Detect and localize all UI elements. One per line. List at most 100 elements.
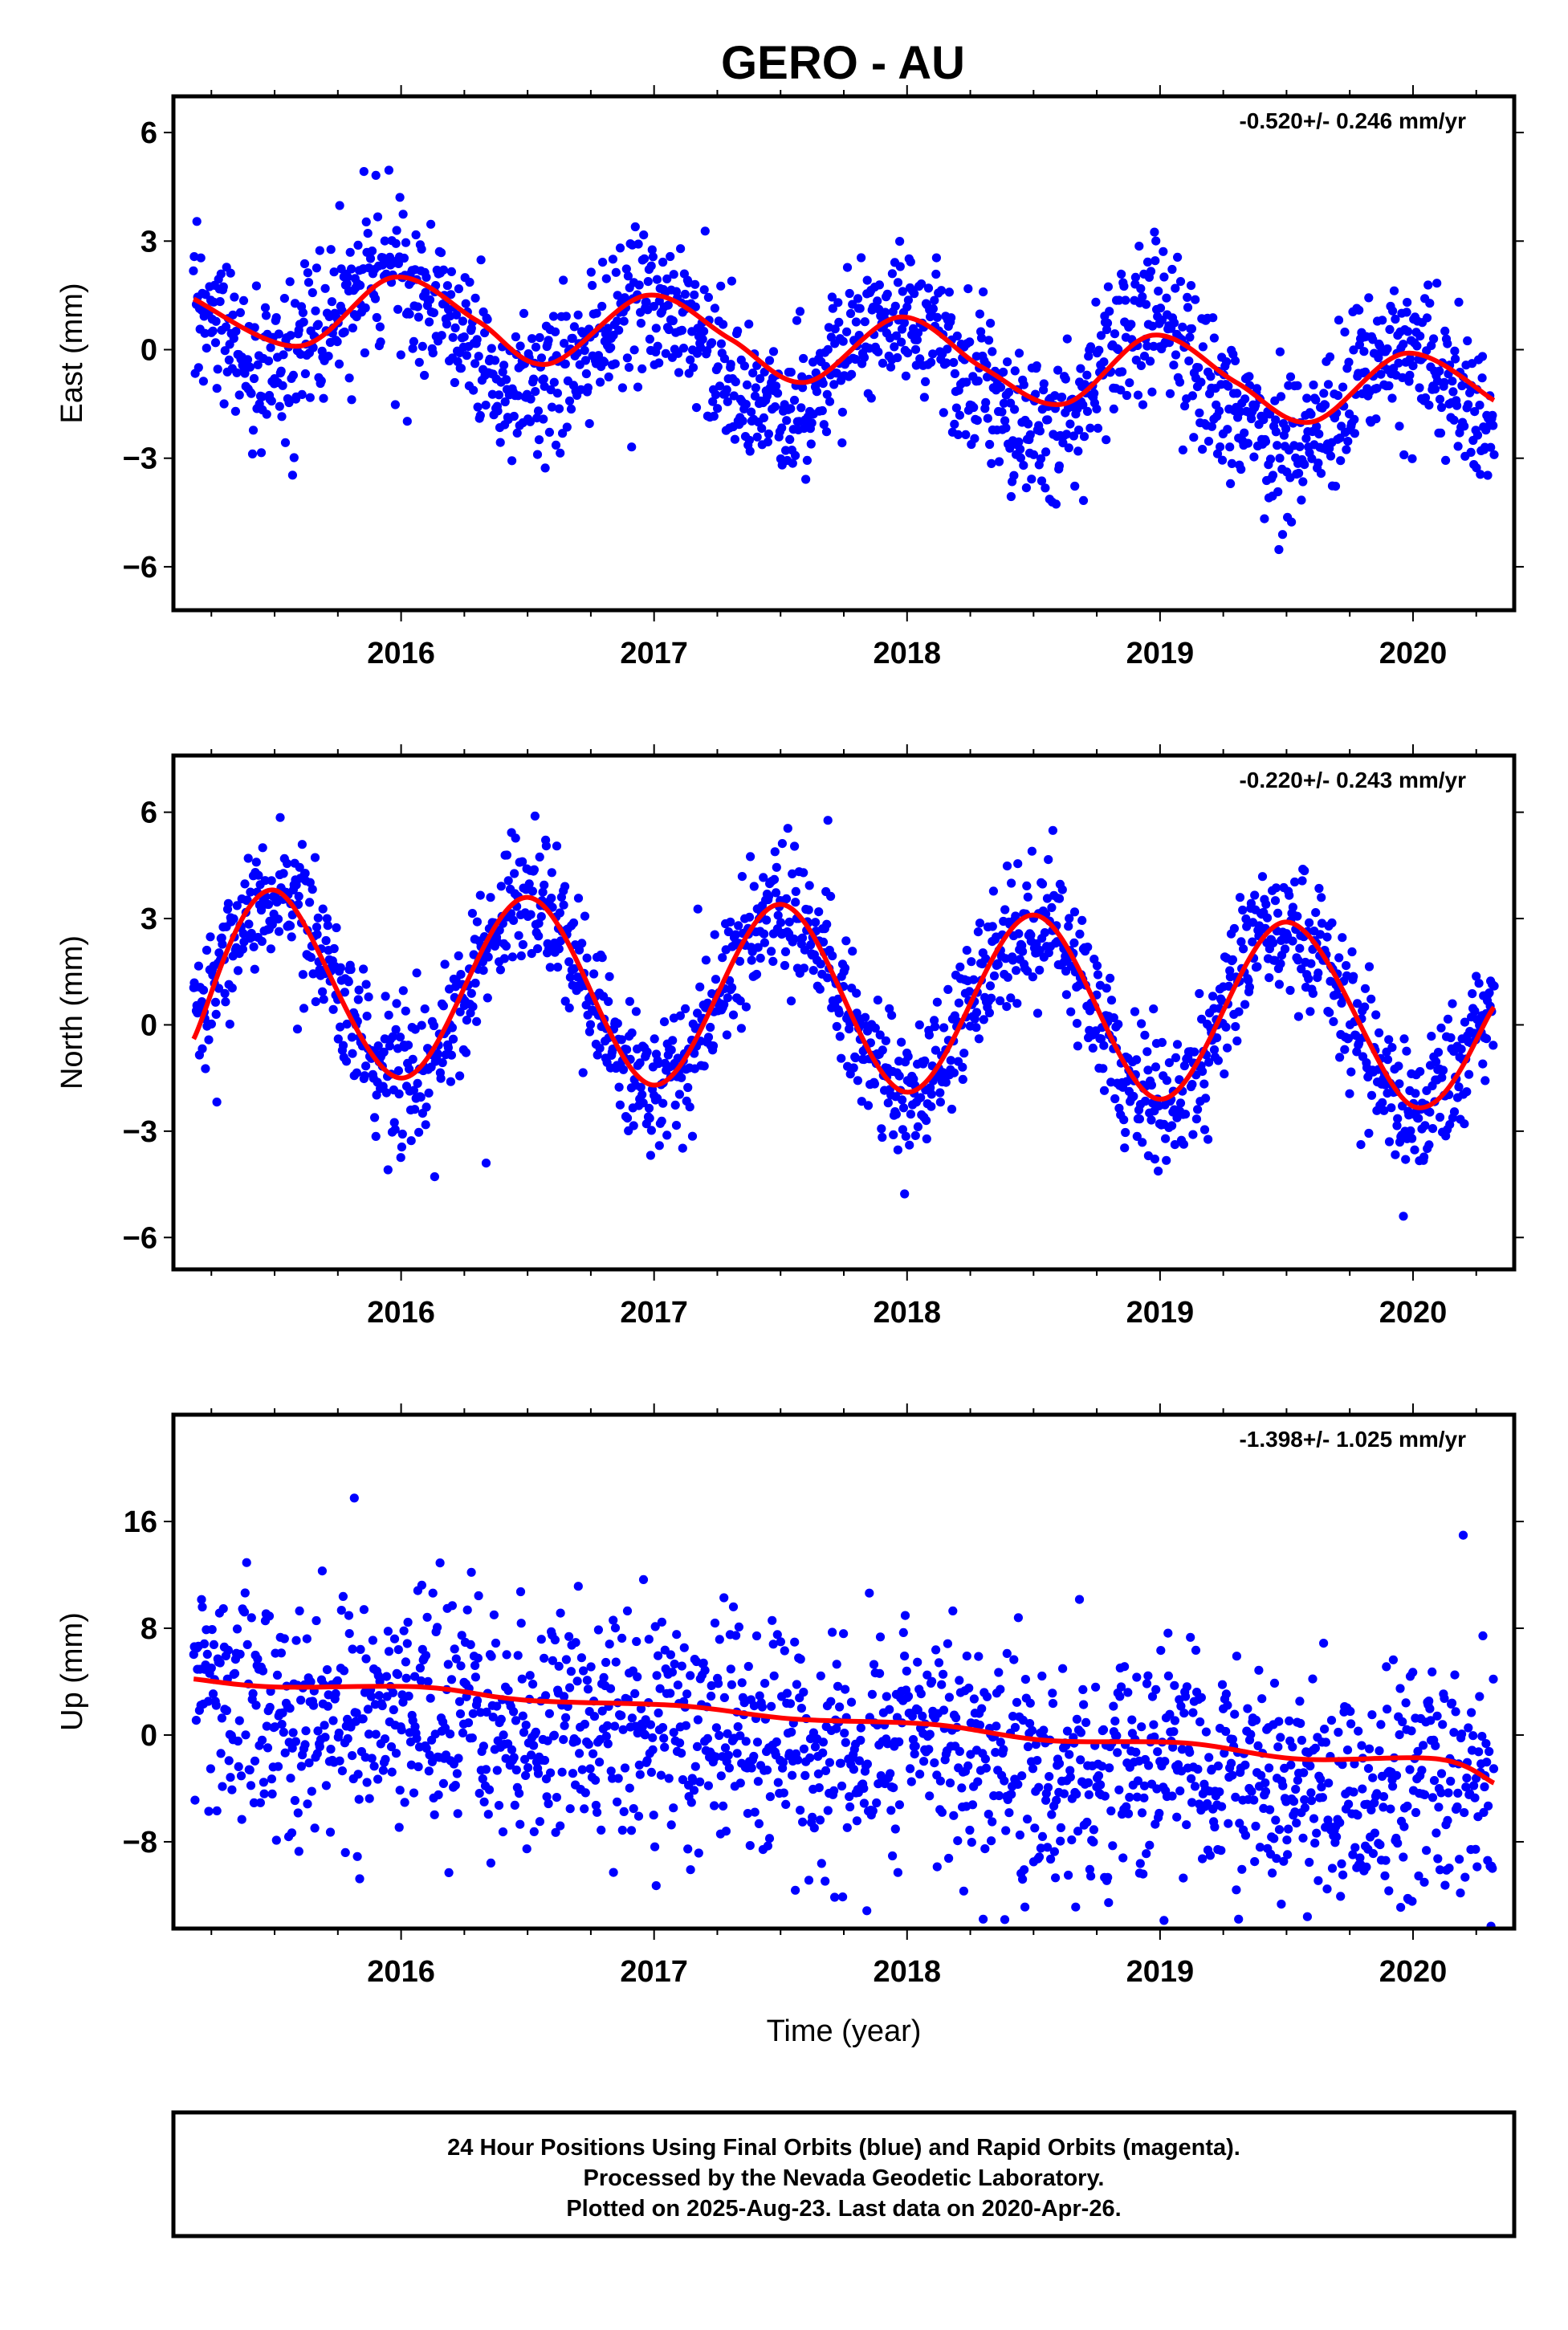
up-data-point: [666, 1688, 675, 1698]
east-data-point: [791, 450, 800, 461]
up-data-point: [344, 1629, 354, 1639]
up-data-point: [1018, 1715, 1028, 1725]
up-data-point: [652, 1671, 662, 1680]
north-data-point: [834, 1008, 844, 1018]
up-data-point: [1443, 1815, 1452, 1825]
north-data-point: [840, 963, 850, 973]
north-data-point: [939, 1023, 949, 1033]
north-data-point: [527, 949, 536, 959]
north-data-point: [417, 1020, 426, 1030]
east-data-point: [1207, 422, 1216, 431]
east-data-point: [1472, 463, 1481, 473]
up-data-point: [515, 1819, 525, 1829]
up-data-point: [422, 1612, 432, 1622]
up-data-point: [1450, 1670, 1460, 1680]
up-data-point: [1155, 1808, 1164, 1819]
up-data-point: [1453, 1788, 1463, 1798]
east-data-point: [623, 271, 633, 281]
up-data-point: [965, 1825, 975, 1835]
up-data-point: [875, 1632, 886, 1642]
up-data-point: [1145, 1840, 1155, 1850]
north-data-point: [564, 957, 574, 967]
north-data-point: [974, 1034, 984, 1044]
east-data-point: [713, 362, 723, 372]
north-data-point: [1383, 1055, 1393, 1065]
east-data-point: [1435, 366, 1444, 376]
up-data-point: [984, 1953, 992, 1962]
north-data-point: [1356, 1140, 1366, 1150]
north-data-point: [438, 1057, 447, 1068]
east-data-point: [1388, 306, 1398, 316]
up-data-point: [974, 1652, 984, 1661]
east-data-point: [742, 380, 752, 389]
east-data-point: [242, 355, 253, 365]
up-data-point: [796, 1654, 805, 1664]
east-data-point: [722, 385, 731, 394]
north-data-point: [393, 1066, 403, 1076]
east-data-point: [196, 253, 206, 263]
north-data-point: [622, 1114, 633, 1123]
up-data-point: [1283, 1850, 1293, 1860]
up-data-point: [698, 1658, 708, 1668]
up-data-point: [957, 1783, 967, 1793]
east-data-point: [1103, 282, 1113, 291]
north-data-point: [218, 939, 227, 949]
east-data-point: [393, 259, 403, 268]
north-data-point: [1109, 1013, 1118, 1023]
east-data-point: [493, 406, 503, 416]
north-data-point: [1069, 938, 1079, 947]
north-data-point: [1187, 1080, 1197, 1090]
north-data-point: [225, 1020, 234, 1029]
up-data-point: [720, 1743, 731, 1753]
north-data-point: [1138, 1138, 1147, 1147]
north-data-point: [310, 853, 320, 862]
north-data-point: [804, 881, 814, 890]
east-data-point: [193, 363, 203, 373]
east-data-point: [1412, 341, 1422, 351]
up-data-point: [1362, 1862, 1371, 1872]
east-data-point: [1151, 236, 1161, 246]
up-data-point: [715, 1730, 724, 1741]
north-data-point: [568, 918, 579, 928]
up-data-point: [1198, 1854, 1208, 1864]
east-data-point: [1227, 458, 1236, 469]
up-data-point: [629, 1804, 638, 1814]
north-data-point: [554, 944, 564, 954]
north-data-point: [1175, 1075, 1184, 1085]
up-data-point: [654, 1651, 663, 1660]
up-data-point: [1432, 1711, 1442, 1721]
up-data-point: [509, 1753, 519, 1762]
north-data-point: [731, 930, 741, 939]
east-data-point: [442, 320, 452, 329]
up-data-point: [1156, 1646, 1166, 1656]
east-data-point: [446, 290, 456, 299]
east-data-point: [1273, 487, 1283, 497]
east-data-point: [969, 402, 979, 413]
north-xtick-label: 2017: [620, 1296, 688, 1330]
north-data-point: [760, 929, 769, 939]
up-data-point: [340, 1847, 350, 1857]
north-data-point: [897, 1037, 906, 1047]
east-data-point: [698, 335, 707, 344]
east-data-point: [450, 323, 460, 332]
up-data-point: [690, 1762, 700, 1771]
up-data-point: [544, 1798, 553, 1809]
east-data-point: [827, 292, 837, 302]
east-data-point: [1133, 390, 1143, 400]
up-data-point: [199, 1639, 210, 1648]
east-data-point: [1314, 430, 1324, 439]
east-data-point: [320, 283, 330, 293]
north-data-point: [526, 910, 536, 919]
up-data-point: [296, 1762, 306, 1771]
up-data-point: [710, 1801, 719, 1811]
up-data-point: [1251, 1715, 1261, 1725]
up-data-point: [1305, 1857, 1314, 1868]
up-data-point: [1076, 1728, 1085, 1737]
north-data-point: [267, 876, 276, 886]
up-data-point: [1009, 1655, 1019, 1664]
up-data-point: [1223, 1701, 1232, 1710]
east-data-point: [438, 265, 449, 275]
up-data-point: [894, 1737, 904, 1747]
up-data-point: [531, 1727, 541, 1737]
north-data-point: [319, 995, 328, 1004]
